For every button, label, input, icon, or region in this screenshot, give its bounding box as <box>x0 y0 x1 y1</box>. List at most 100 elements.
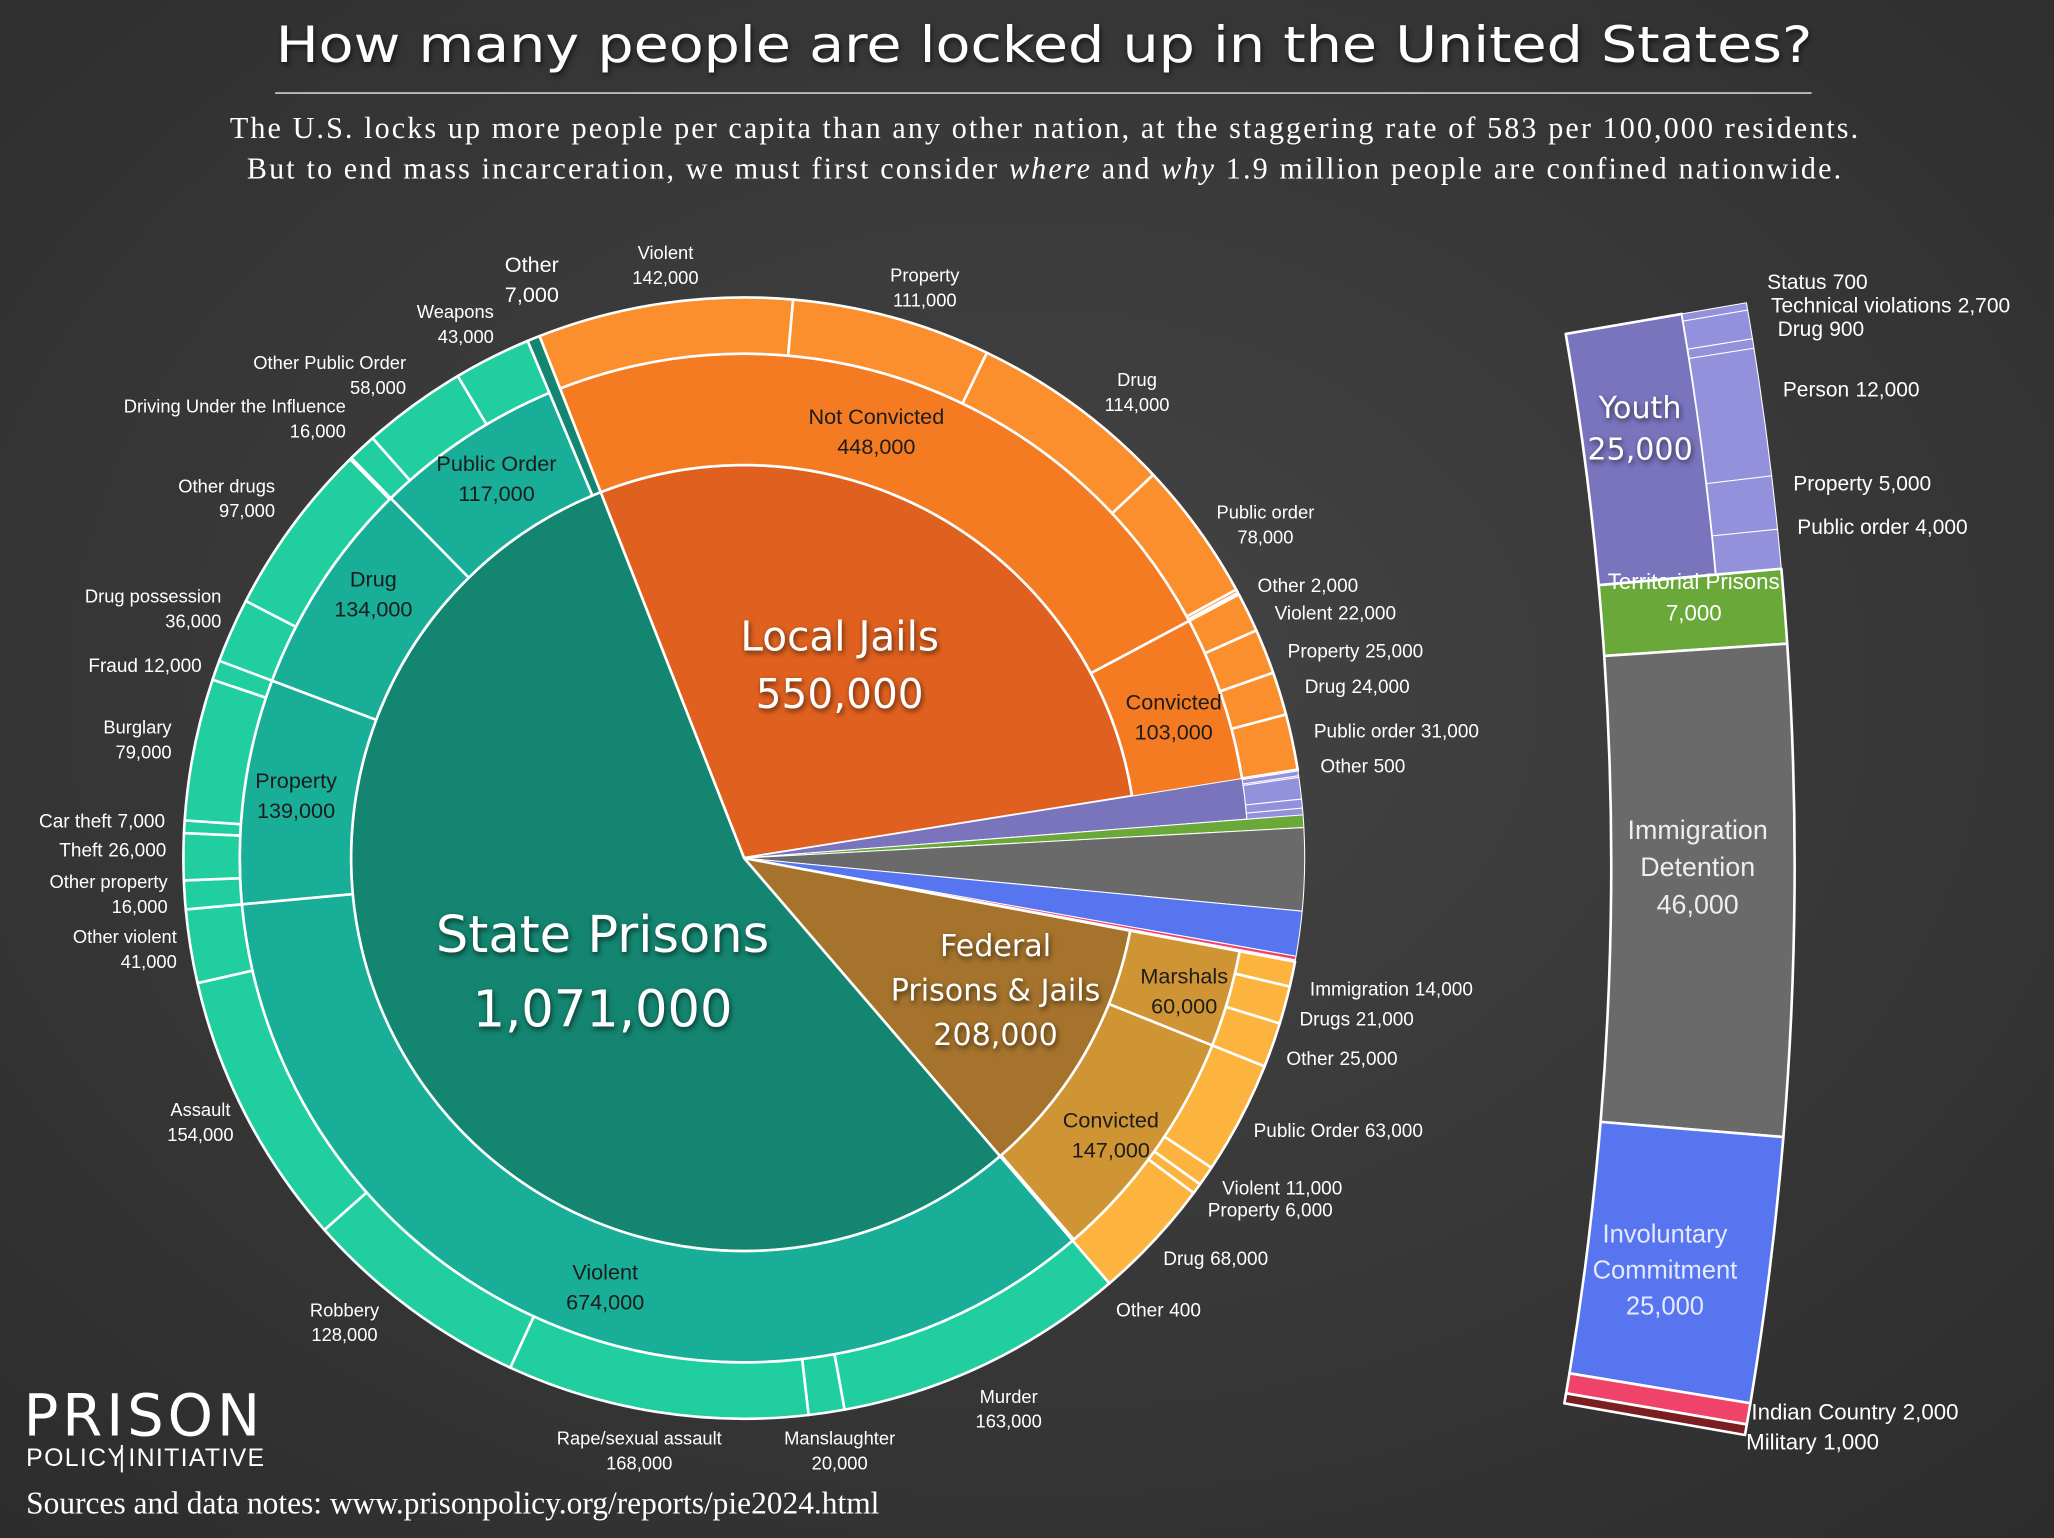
label-name: Other <box>1286 1049 1333 1070</box>
label-name: Immigration <box>1628 815 1768 845</box>
label-value: 41,000 <box>121 951 177 972</box>
label-name: Other violent <box>73 926 177 947</box>
data-label: Property 25,000 <box>1288 641 1424 662</box>
label-name: Assault <box>170 1099 230 1120</box>
label-value: 60,000 <box>1151 993 1217 1018</box>
label-value: 700 <box>1833 271 1868 294</box>
data-label: Assault 154,000 <box>167 1099 233 1145</box>
label-name: Theft <box>59 841 103 862</box>
label-value: 12,000 <box>144 656 202 677</box>
label-name: Drug <box>1117 369 1157 390</box>
label-value: 103,000 <box>1135 719 1213 744</box>
data-label: Technical violations 2,700 <box>1771 294 2010 317</box>
data-label: Murder 163,000 <box>976 1386 1042 1432</box>
data-label: Fraud 12,000 <box>88 656 201 677</box>
label-value: 25,000 <box>1626 1292 1704 1320</box>
label-value: 208,000 <box>933 1018 1058 1053</box>
data-label: Other 25,000 <box>1286 1049 1397 1070</box>
label-name: Status <box>1767 271 1826 294</box>
label-name: Other Public Order <box>253 352 406 373</box>
label-name: Robbery <box>310 1299 380 1320</box>
label-name: Public order <box>1314 721 1415 742</box>
label-value: 1,000 <box>1823 1429 1879 1454</box>
label-value: 4,000 <box>1915 516 1967 539</box>
data-label: Other 500 <box>1320 757 1405 778</box>
label-value: 16,000 <box>112 896 168 917</box>
label-value: 114,000 <box>1105 394 1170 415</box>
label-name: Other drugs <box>178 475 275 496</box>
data-label: Violent 142,000 <box>632 242 698 288</box>
data-label: Status 700 <box>1767 271 1868 294</box>
subtitle-part: But to end mass incarceration, we must f… <box>247 152 1007 186</box>
label-value: 6,000 <box>1285 1201 1333 1222</box>
data-label: Convicted 103,000 <box>1126 689 1222 744</box>
label-name: Other <box>1320 757 1367 778</box>
label-name: Property <box>255 768 337 793</box>
data-label: Property 6,000 <box>1208 1201 1333 1222</box>
data-label: Property 139,000 <box>255 768 337 823</box>
label-name: Drug <box>1778 318 1823 341</box>
label-value: 25,000 <box>1340 1049 1398 1070</box>
outer-segment <box>182 876 244 911</box>
marks <box>182 296 1796 1437</box>
data-label: Public order 4,000 <box>1797 516 1967 539</box>
label-name: Youth <box>1598 390 1682 425</box>
label-value: 97,000 <box>219 500 275 521</box>
label-name: Public order <box>1797 516 1909 539</box>
data-label: Person 12,000 <box>1783 378 1920 401</box>
data-label: Military 1,000 <box>1746 1429 1879 1454</box>
label-value: 117,000 <box>458 481 535 506</box>
label-value: 21,000 <box>1356 1010 1414 1031</box>
data-label: Car theft 7,000 <box>39 812 165 833</box>
label-value: 111,000 <box>893 289 957 310</box>
label-name: Technical violations <box>1771 294 1951 317</box>
label-value: 25,000 <box>1587 432 1692 467</box>
label-value: 63,000 <box>1365 1121 1423 1142</box>
data-label: Other Public Order 58,000 <box>253 352 406 398</box>
label-name: Commitment <box>1593 1256 1738 1284</box>
subtitle-part: 1.9 million people are confined nationwi… <box>1216 152 1841 186</box>
label-value: 448,000 <box>837 434 915 459</box>
data-label: Not Convicted 448,000 <box>808 404 944 459</box>
label-name: Military <box>1746 1429 1817 1454</box>
label-name: Not Convicted <box>808 404 944 429</box>
label-name: Murder <box>980 1386 1038 1407</box>
data-label: Drug 114,000 <box>1105 369 1170 415</box>
label-value: 154,000 <box>167 1124 233 1145</box>
label-name: Public Order <box>1254 1121 1360 1142</box>
label-value: 139,000 <box>257 798 335 823</box>
data-label: Violent 674,000 <box>566 1259 644 1314</box>
label-name: Violent <box>572 1259 638 1284</box>
data-label: Robbery 128,000 <box>310 1299 380 1345</box>
outer-segment <box>1185 588 1240 621</box>
label-name: Property <box>1288 641 1360 662</box>
label-value: 78,000 <box>1237 526 1293 547</box>
label-value: 24,000 <box>1352 677 1410 698</box>
data-label: Federal Prisons & Jails 208,000 <box>891 929 1101 1053</box>
data-label: Violent 22,000 <box>1275 603 1396 624</box>
label-value: 20,000 <box>812 1452 868 1473</box>
logo-text: INITIATIVE <box>128 1444 265 1472</box>
data-label: Theft 26,000 <box>59 841 166 862</box>
label-name: Federal <box>940 929 1051 964</box>
label-name: Rape/sexual assault <box>557 1428 722 1449</box>
label-value: 500 <box>1374 757 1406 778</box>
data-label: Public order 78,000 <box>1217 501 1315 547</box>
label-value: 46,000 <box>1657 890 1739 920</box>
label-name: Drug possession <box>85 585 222 606</box>
label-value: 2,000 <box>1903 1399 1959 1424</box>
chart-title: How many people are locked up in the Uni… <box>276 16 1813 74</box>
label-name: Prisons & Jails <box>891 973 1101 1008</box>
label-name: Property <box>1793 472 1873 495</box>
data-label: Other drugs 97,000 <box>178 475 275 521</box>
data-label: Public Order 117,000 <box>436 451 556 506</box>
data-label: Public order 31,000 <box>1314 721 1479 742</box>
bar-segment <box>1706 475 1779 537</box>
data-label: Other violent 41,000 <box>73 926 177 972</box>
label-value: 79,000 <box>116 741 172 762</box>
label-value: 142,000 <box>632 267 698 288</box>
data-label: Other 2,000 <box>1258 576 1359 597</box>
data-label: Violent 11,000 <box>1222 1179 1342 1200</box>
label-name: Burglary <box>103 716 172 737</box>
label-name: Indian Country <box>1751 1399 1897 1424</box>
